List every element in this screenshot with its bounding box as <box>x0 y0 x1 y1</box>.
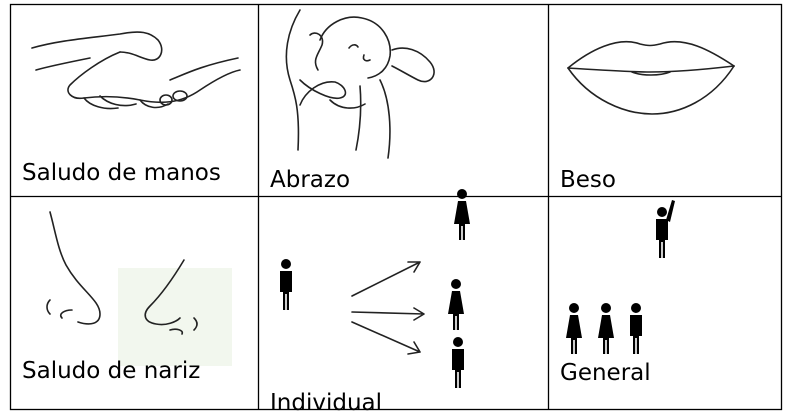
handshake-drawing <box>31 31 241 110</box>
nose-drawing <box>46 211 232 366</box>
individual-drawing <box>280 189 470 388</box>
cell-label: Saludo de manos <box>22 160 221 186</box>
hug-drawing <box>285 9 435 159</box>
cell-label: Abrazo <box>270 167 350 193</box>
cell-label: Saludo de nariz <box>22 358 200 384</box>
cell-label: Individual <box>270 390 382 412</box>
cell-label: Beso <box>560 167 616 193</box>
cell-label: General <box>560 360 651 386</box>
lips-drawing <box>567 40 735 115</box>
table-grid <box>9 3 783 411</box>
general-drawing <box>566 200 675 354</box>
